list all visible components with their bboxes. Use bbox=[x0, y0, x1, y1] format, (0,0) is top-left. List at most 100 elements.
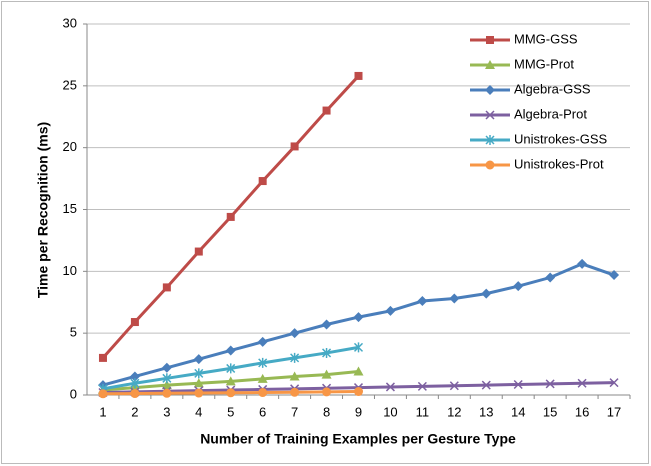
x-tick-label: 17 bbox=[607, 404, 621, 419]
marker bbox=[258, 357, 268, 368]
marker bbox=[257, 336, 268, 347]
marker bbox=[481, 288, 492, 299]
marker bbox=[290, 142, 299, 151]
marker bbox=[609, 378, 619, 388]
legend-label: MMG-Prot bbox=[514, 56, 574, 71]
legend-label: MMG-GSS bbox=[514, 31, 578, 46]
series bbox=[98, 71, 363, 362]
marker bbox=[609, 270, 620, 281]
legend-label: Algebra-GSS bbox=[514, 81, 591, 96]
series bbox=[97, 258, 620, 391]
x-tick-label: 8 bbox=[323, 404, 330, 419]
marker bbox=[161, 380, 172, 390]
marker bbox=[354, 71, 363, 80]
y-tick-label: 25 bbox=[63, 77, 77, 92]
marker bbox=[385, 382, 395, 392]
marker bbox=[485, 60, 495, 69]
marker bbox=[258, 388, 268, 398]
marker bbox=[513, 379, 523, 390]
x-tick-label: 14 bbox=[511, 404, 525, 419]
marker bbox=[485, 110, 495, 120]
marker bbox=[289, 371, 300, 381]
marker bbox=[226, 388, 236, 398]
y-tick-label: 20 bbox=[63, 139, 77, 154]
series bbox=[98, 387, 363, 399]
marker bbox=[161, 362, 172, 373]
marker bbox=[485, 85, 495, 95]
x-tick-label: 2 bbox=[131, 404, 138, 419]
marker bbox=[258, 177, 267, 186]
marker bbox=[162, 283, 171, 292]
marker bbox=[194, 368, 204, 379]
series bbox=[97, 366, 364, 395]
marker bbox=[226, 363, 236, 374]
y-tick-label: 30 bbox=[63, 15, 77, 30]
marker bbox=[321, 369, 332, 379]
marker bbox=[193, 354, 204, 365]
y-tick-label: 15 bbox=[63, 201, 77, 216]
marker bbox=[417, 381, 427, 391]
marker bbox=[545, 379, 555, 389]
x-tick-label: 9 bbox=[355, 404, 362, 419]
marker bbox=[545, 272, 556, 283]
legend-label: Algebra-Prot bbox=[514, 106, 587, 121]
marker bbox=[98, 353, 107, 362]
marker bbox=[225, 376, 236, 386]
marker bbox=[290, 352, 300, 363]
marker bbox=[130, 389, 140, 399]
marker bbox=[290, 387, 300, 397]
marker bbox=[353, 342, 364, 353]
x-tick-label: 4 bbox=[195, 404, 202, 419]
x-tick-label: 6 bbox=[259, 404, 266, 419]
x-tick-label: 5 bbox=[227, 404, 234, 419]
x-axis-label: Number of Training Examples per Gesture … bbox=[200, 431, 516, 447]
marker bbox=[322, 347, 332, 358]
marker bbox=[129, 371, 140, 382]
y-axis-label: Time per Recognition (ms) bbox=[35, 122, 51, 298]
x-tick-label: 13 bbox=[479, 404, 493, 419]
marker bbox=[485, 135, 495, 145]
legend-label: Unistrokes-Prot bbox=[514, 156, 604, 171]
marker bbox=[130, 378, 140, 389]
marker bbox=[577, 258, 588, 269]
marker bbox=[226, 212, 235, 221]
marker bbox=[289, 328, 300, 339]
legend-label: Unistrokes-GSS bbox=[514, 131, 608, 146]
x-tick-label: 16 bbox=[575, 404, 589, 419]
marker bbox=[577, 378, 587, 388]
marker bbox=[257, 373, 268, 383]
y-tick-label: 0 bbox=[70, 386, 77, 401]
marker bbox=[354, 387, 363, 397]
x-tick-label: 10 bbox=[383, 404, 397, 419]
marker bbox=[449, 381, 459, 391]
marker bbox=[385, 305, 396, 316]
marker bbox=[486, 36, 494, 44]
x-tick-label: 15 bbox=[543, 404, 557, 419]
x-tick-label: 3 bbox=[163, 404, 170, 419]
marker bbox=[322, 106, 331, 115]
x-tick-label: 11 bbox=[416, 404, 430, 419]
marker bbox=[481, 380, 491, 390]
marker bbox=[193, 378, 204, 388]
y-tick-label: 5 bbox=[70, 325, 77, 340]
y-tick-label: 10 bbox=[63, 263, 77, 278]
marker bbox=[417, 296, 428, 307]
marker bbox=[353, 312, 364, 323]
marker bbox=[353, 366, 364, 376]
x-tick-label: 7 bbox=[291, 404, 298, 419]
marker bbox=[485, 160, 495, 170]
marker bbox=[98, 389, 108, 399]
x-tick-label: 1 bbox=[99, 404, 106, 419]
marker bbox=[321, 319, 332, 330]
marker bbox=[449, 293, 460, 304]
marker bbox=[513, 281, 524, 292]
x-tick-label: 12 bbox=[447, 404, 461, 419]
marker bbox=[225, 345, 236, 356]
marker bbox=[162, 388, 172, 398]
marker bbox=[130, 318, 139, 327]
marker bbox=[322, 387, 332, 397]
marker bbox=[162, 373, 172, 384]
marker bbox=[194, 388, 204, 398]
marker bbox=[194, 247, 203, 256]
